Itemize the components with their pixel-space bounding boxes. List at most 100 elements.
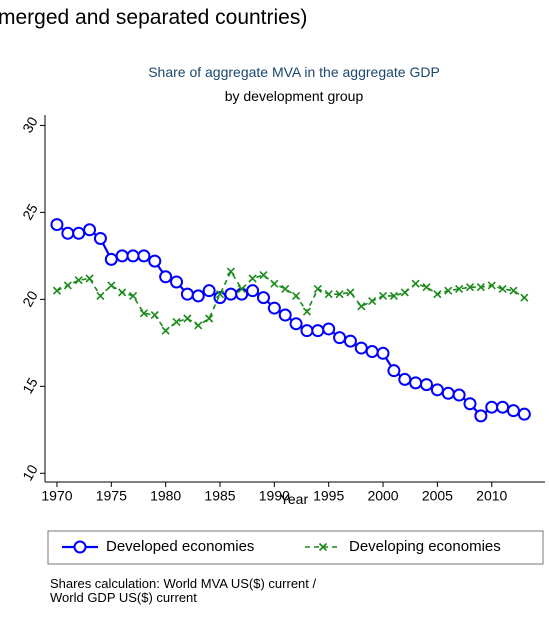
y-tick-label: 10 [19, 462, 41, 484]
data-point [476, 283, 485, 292]
data-point [215, 290, 225, 299]
data-point [50, 218, 64, 232]
data-point [509, 286, 518, 295]
data-point [354, 341, 368, 355]
data-point [104, 252, 118, 266]
data-point [191, 289, 205, 303]
data-point [398, 372, 412, 386]
data-point [63, 281, 72, 290]
data-point [74, 276, 83, 285]
data-point [333, 331, 347, 345]
data-point [322, 322, 336, 336]
page-heading: merged and separated countries) [0, 6, 307, 29]
x-tick-label: 1980 [150, 488, 181, 504]
data-point [150, 310, 159, 320]
legend-box [47, 530, 544, 565]
data-point [115, 249, 129, 263]
data-point [183, 314, 192, 323]
chart-title: Share of aggregate MVA in the aggregate … [148, 64, 440, 80]
data-point [137, 249, 151, 263]
legend-marker [73, 540, 87, 554]
data-point [520, 293, 529, 302]
data-point [430, 383, 444, 397]
x-tick-label: 2000 [367, 488, 398, 504]
data-point [368, 297, 377, 306]
y-tick-label: 30 [19, 114, 41, 136]
data-point [311, 324, 325, 338]
data-point [267, 301, 281, 315]
x-tick-label: 1990 [259, 488, 290, 504]
data-point [107, 281, 116, 290]
data-point [194, 321, 203, 330]
data-point [270, 279, 279, 288]
data-point [411, 279, 420, 288]
chart-subtitle: by development group [225, 88, 364, 104]
data-point [335, 290, 344, 299]
x-tick-label: 1995 [313, 488, 344, 504]
data-point [52, 286, 62, 295]
data-point [387, 364, 401, 378]
data-point [170, 275, 184, 289]
y-tick-label: 20 [19, 288, 41, 310]
data-point [420, 378, 434, 392]
data-point [496, 400, 510, 414]
data-point [237, 284, 246, 293]
series-line [56, 269, 525, 332]
data-point [517, 407, 531, 421]
data-point [389, 291, 398, 300]
note: World GDP US($) current [50, 590, 197, 605]
data-point [159, 270, 173, 284]
data-point [85, 274, 94, 283]
data-point [433, 290, 442, 299]
data-point [300, 324, 314, 338]
data-point [180, 287, 194, 301]
data-point [289, 317, 303, 331]
legend-label: Developing economies [349, 538, 501, 555]
data-point [235, 287, 249, 301]
data-point [498, 284, 507, 293]
data-point [256, 291, 270, 305]
data-point [463, 397, 477, 411]
data-point [161, 326, 170, 335]
data-point [83, 223, 97, 237]
legend-marker [318, 542, 328, 552]
data-point [452, 388, 466, 402]
legend-label: Developed economies [106, 538, 254, 555]
note: Shares calculation: World MVA US($) curr… [50, 576, 317, 591]
data-point [409, 376, 423, 390]
data-point [292, 291, 301, 300]
x-tick-label: 1985 [204, 488, 235, 504]
x-tick-label: 1975 [96, 488, 127, 504]
data-point [474, 409, 488, 423]
data-point [128, 291, 138, 300]
data-point [346, 288, 355, 297]
data-point [455, 284, 464, 293]
x-axis-title: Year [280, 491, 309, 507]
y-tick-label: 25 [19, 201, 41, 223]
data-point [465, 283, 475, 292]
data-point [376, 346, 390, 360]
data-point [343, 334, 357, 348]
data-point [224, 287, 238, 301]
data-point [378, 291, 388, 300]
data-point [72, 226, 86, 240]
data-point [324, 290, 333, 299]
data-point [506, 404, 520, 418]
x-tick-label: 2010 [476, 488, 507, 504]
data-point [202, 284, 216, 298]
data-point [226, 267, 235, 276]
data-point [357, 302, 366, 311]
data-point [281, 284, 290, 293]
data-point [302, 307, 312, 316]
data-point [278, 308, 292, 322]
data-point [259, 270, 268, 280]
data-point [441, 386, 455, 400]
data-point [422, 283, 431, 292]
data-point [61, 226, 75, 240]
data-point [400, 288, 409, 297]
data-point [139, 309, 148, 318]
data-point [444, 286, 453, 295]
data-point [172, 317, 181, 327]
data-point [248, 274, 257, 283]
